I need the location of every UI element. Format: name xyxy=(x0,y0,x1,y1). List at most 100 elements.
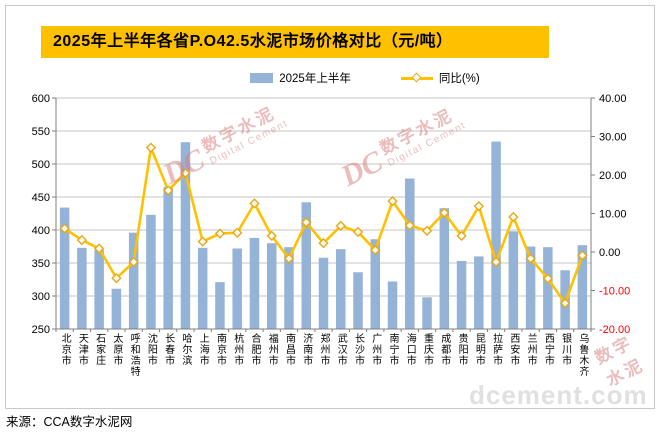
line-marker xyxy=(542,273,554,284)
line-marker xyxy=(162,185,174,196)
x-axis-label: 天津市 xyxy=(76,333,88,366)
chart-frame: 2025年上半年各省P.O42.5水泥市场价格对比（元/吨） 2025年上半年 … xyxy=(5,5,655,409)
legend-bar-label: 2025年上半年 xyxy=(279,73,351,85)
x-axis-label: 银川市 xyxy=(559,333,571,366)
bar xyxy=(474,256,484,329)
right-axis-tick-label: 30.00 xyxy=(599,132,627,144)
x-axis-label: 北京市 xyxy=(59,333,71,366)
line-marker xyxy=(232,227,243,238)
line-marker xyxy=(128,256,139,268)
line-marker xyxy=(473,200,485,212)
bar xyxy=(336,249,346,329)
x-axis-label: 重庆市 xyxy=(421,333,433,366)
bar xyxy=(284,247,294,329)
left-axis-tick-label: 400 xyxy=(32,225,50,237)
line-marker xyxy=(577,250,588,261)
x-axis-label: 贵阳市 xyxy=(456,333,468,366)
x-axis-label: 兰州市 xyxy=(525,333,537,366)
x-axis-label: 杭州市 xyxy=(231,333,243,366)
x-axis-label: 乌鲁木齐 xyxy=(576,333,588,377)
x-axis-label: 上海市 xyxy=(197,333,209,366)
bar xyxy=(508,231,519,329)
right-axis-tick-label: 20.00 xyxy=(599,170,627,182)
bar xyxy=(422,297,432,329)
right-axis-tick-label: 0.00 xyxy=(599,247,620,259)
line-swatch-icon xyxy=(400,72,433,82)
line-marker xyxy=(249,198,260,209)
line-marker xyxy=(145,142,157,153)
bar xyxy=(491,141,501,329)
x-axis-label: 沈阳市 xyxy=(145,333,157,366)
line-marker xyxy=(59,223,70,234)
line-marker xyxy=(318,237,329,249)
line-marker xyxy=(266,230,277,242)
bar xyxy=(197,247,208,329)
legend: 2025年上半年 同比(%) xyxy=(76,68,654,88)
line-marker xyxy=(370,244,381,256)
x-axis-label: 西宁市 xyxy=(542,333,554,366)
line-marker xyxy=(456,230,467,242)
line-marker xyxy=(111,272,122,284)
right-axis-tick-label: -10.00 xyxy=(599,286,630,298)
line-marker xyxy=(490,256,502,268)
bar xyxy=(543,247,553,329)
bar xyxy=(94,249,104,329)
x-axis-label: 海口市 xyxy=(404,333,416,366)
line-marker xyxy=(93,243,105,254)
bar xyxy=(318,257,329,329)
bar xyxy=(77,247,87,329)
line-marker xyxy=(525,253,536,264)
x-axis-label: 拉萨市 xyxy=(490,333,502,366)
line-marker xyxy=(76,234,88,246)
bar xyxy=(232,248,242,329)
x-axis-label: 郑州市 xyxy=(318,333,329,366)
plot-area: 600 550 500 450 400 350 300 250 40.00 30.00 20.00 1… xyxy=(32,93,631,336)
bar xyxy=(439,208,450,329)
bar xyxy=(266,243,277,329)
x-axis-label: 长春市 xyxy=(162,333,174,366)
bar xyxy=(405,178,415,329)
line-marker xyxy=(421,225,433,237)
x-axis-label: 哈尔滨 xyxy=(179,333,191,366)
bar xyxy=(215,282,225,329)
left-axis-tick-label: 600 xyxy=(32,93,50,105)
right-axis-tick-label: 40.00 xyxy=(599,93,627,105)
bar xyxy=(59,207,70,329)
right-axis-tick-label: -20.00 xyxy=(599,324,630,336)
bar xyxy=(128,232,139,329)
x-axis-label: 南宁市 xyxy=(387,333,399,366)
bar xyxy=(353,272,363,329)
x-axis-label: 南昌市 xyxy=(283,333,295,366)
bar xyxy=(387,281,398,329)
bar xyxy=(370,239,381,329)
chart-title-text: 2025年上半年各省P.O42.5水泥市场价格对比（元/吨） xyxy=(53,33,453,50)
x-axis-label: 广州市 xyxy=(369,333,381,366)
line-marker xyxy=(335,220,346,232)
left-axis-tick-label: 350 xyxy=(32,258,50,270)
left-axis-tick-label: 450 xyxy=(32,192,50,204)
line-marker xyxy=(559,298,571,309)
left-axis-tick-label: 550 xyxy=(32,126,50,138)
x-axis-label: 成都市 xyxy=(438,333,450,366)
bar xyxy=(456,261,467,329)
bar xyxy=(525,246,536,329)
x-axis-label: 石家庄 xyxy=(93,333,105,366)
x-axis-label: 合肥市 xyxy=(248,333,260,366)
left-axis-tick-label: 500 xyxy=(32,159,50,171)
bar xyxy=(180,142,191,329)
source-note: 来源：CCA数字水泥网 xyxy=(6,415,133,429)
x-axis-label: 长沙市 xyxy=(352,333,364,366)
left-axis-tick-label: 250 xyxy=(32,324,50,336)
legend-line-label: 同比(%) xyxy=(438,73,480,85)
bar xyxy=(577,245,588,329)
line-marker xyxy=(197,236,208,247)
line-marker xyxy=(180,167,191,179)
bar xyxy=(163,187,173,329)
line-marker xyxy=(387,195,398,207)
chart-title: 2025年上半年各省P.O42.5水泥市场价格对比（元/吨） xyxy=(41,26,549,58)
line-marker xyxy=(508,211,519,223)
legend-item-bar: 2025年上半年 xyxy=(250,70,351,86)
x-axis-label: 南京市 xyxy=(214,333,226,366)
x-axis-label: 济南市 xyxy=(300,333,312,366)
x-axis-label: 太原市 xyxy=(110,333,122,366)
